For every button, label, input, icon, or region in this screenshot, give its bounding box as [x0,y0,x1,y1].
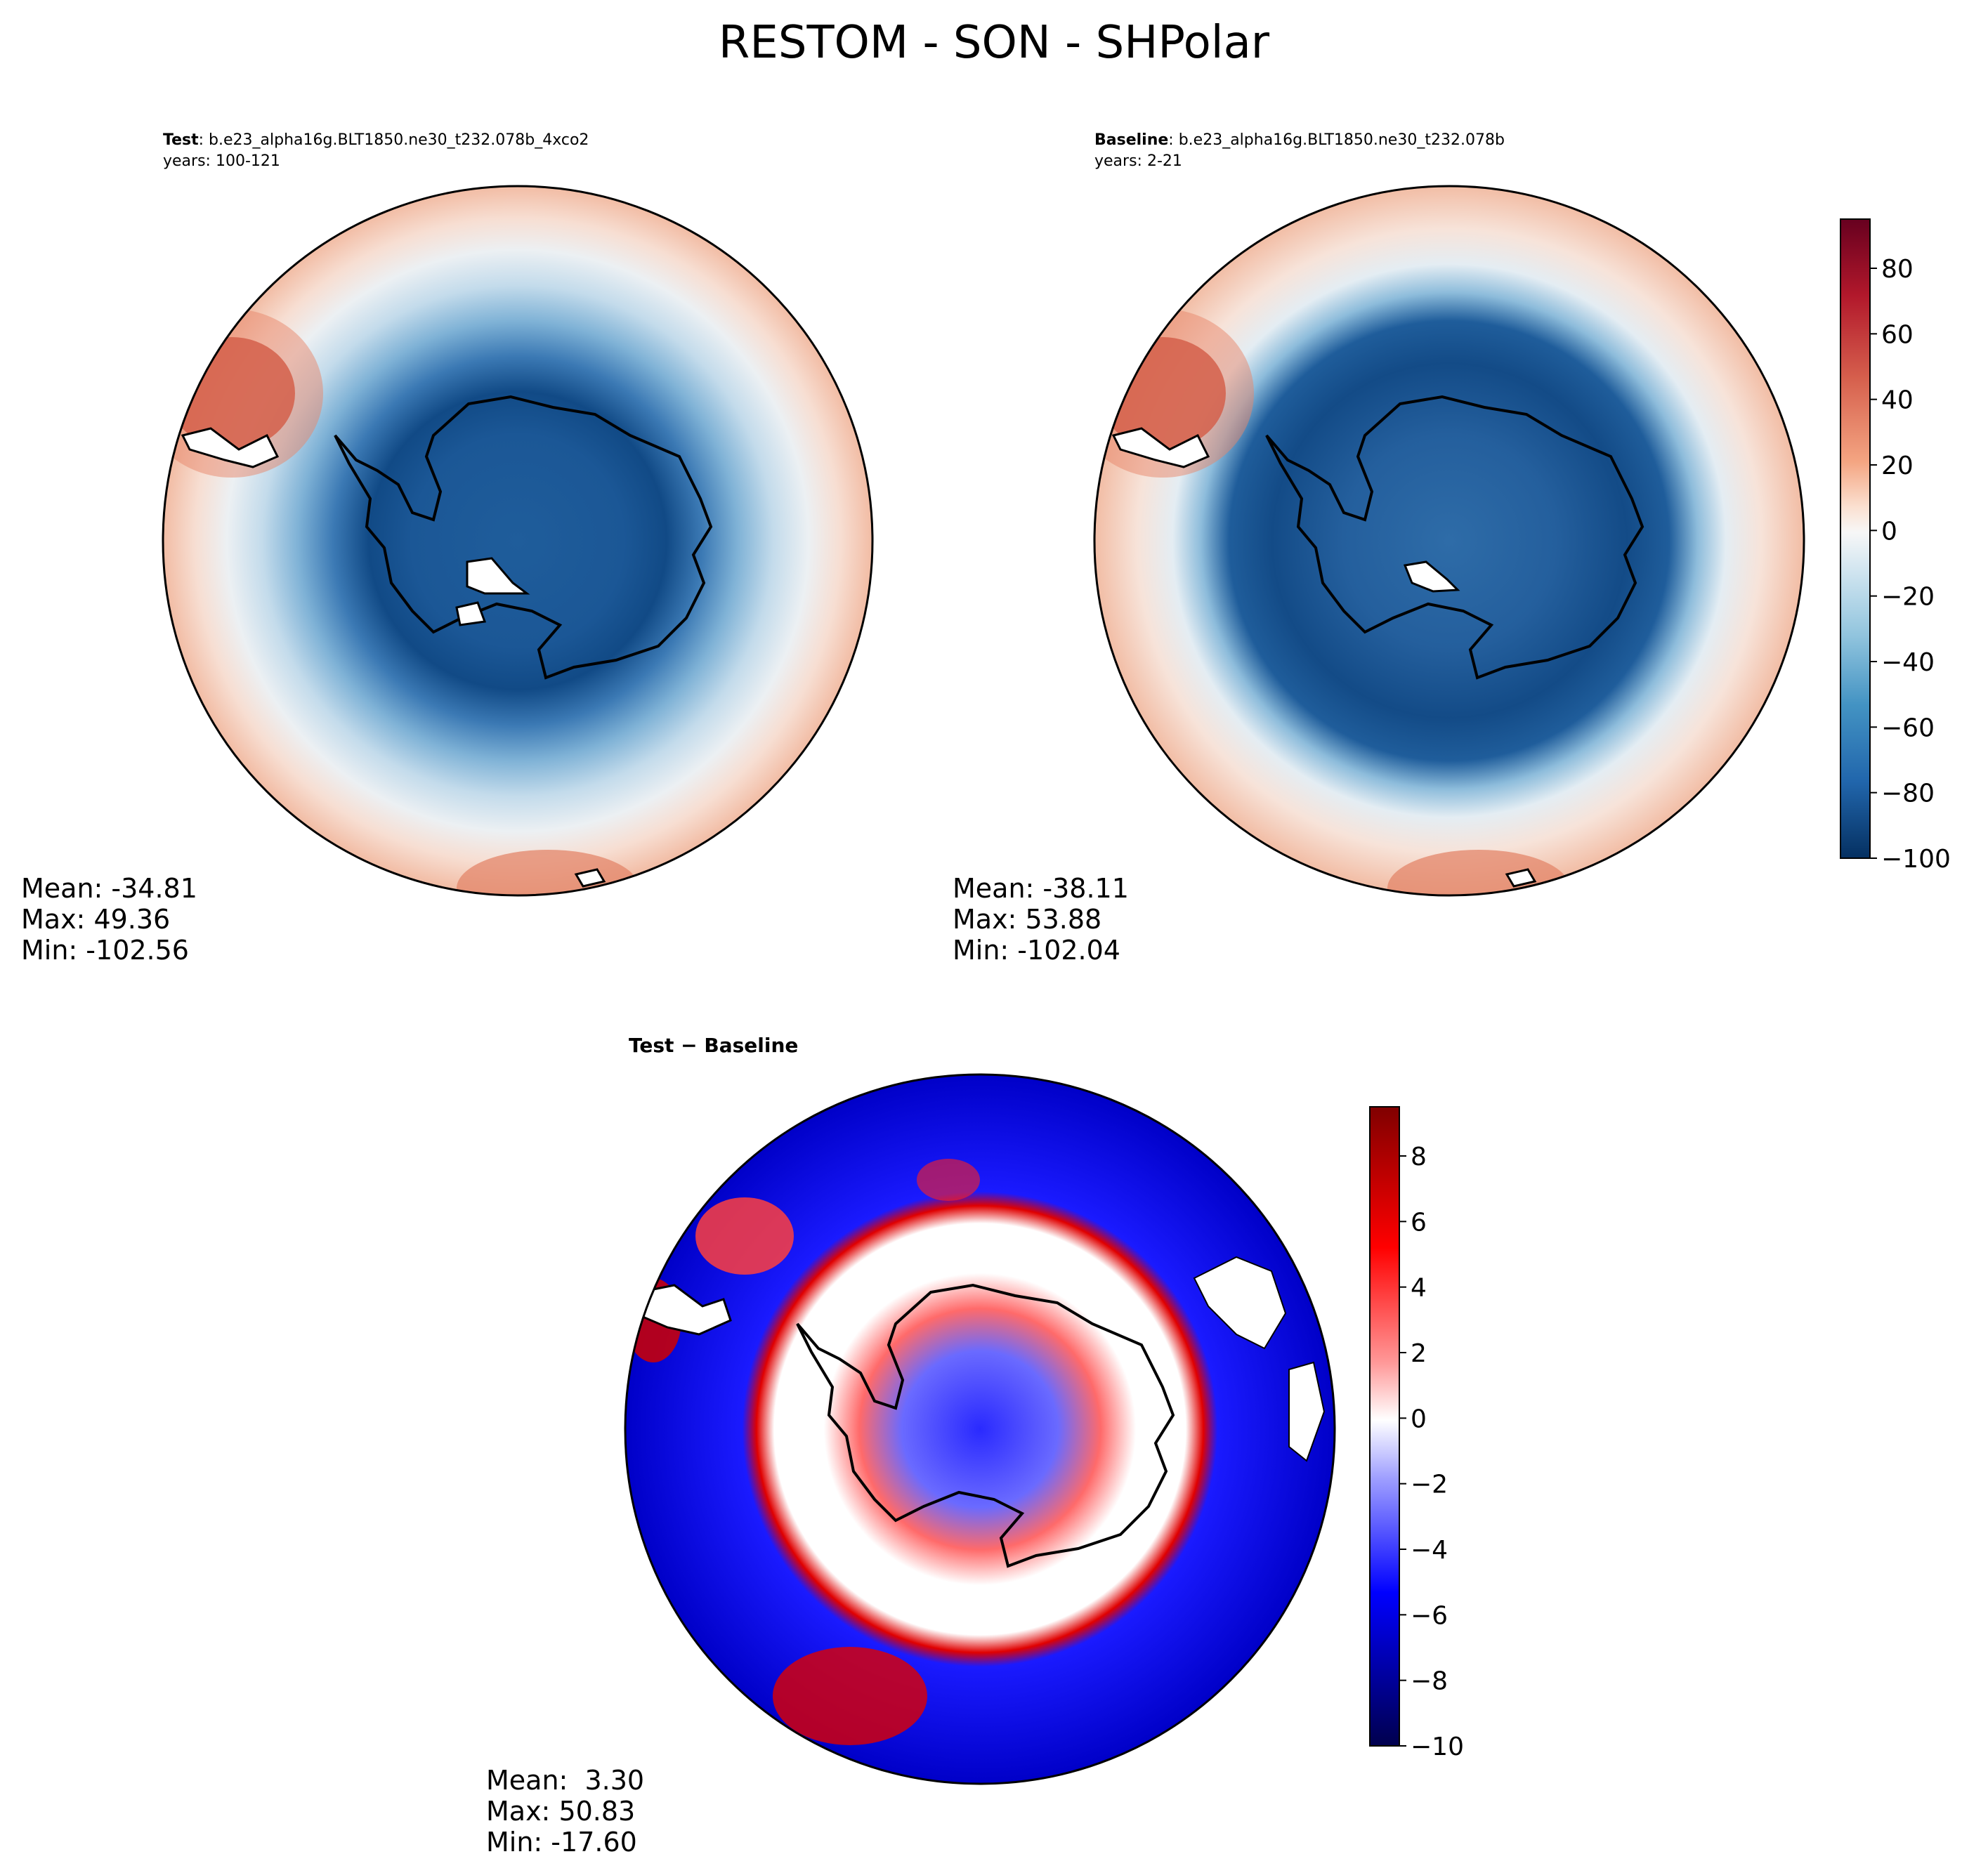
colorbar-main-tick-label: 0 [1881,517,1897,546]
panel-test-stat-mean: Mean: -34.81 [21,873,197,904]
colorbar-difference-tick-label: 6 [1411,1208,1427,1237]
colorbar-main-tick-label: −100 [1881,845,1951,874]
panel-test-title: Test: b.e23_alpha16g.BLT1850.ne30_t232.0… [163,131,589,149]
colorbar-main-tick-label: −60 [1881,714,1935,742]
panel-baseline-title-rest: : b.e23_alpha16g.BLT1850.ne30_t232.078b [1168,131,1505,149]
colorbar-main-tick-label: −40 [1881,648,1935,677]
panel-test-title-bold: Test [163,131,199,149]
panel-difference-stat-mean: Mean: 3.30 [486,1765,644,1796]
panel-test-boundary [162,185,874,897]
colorbar-main-tick-label: 80 [1881,255,1914,284]
panel-baseline: Baseline: b.e23_alpha16g.BLT1850.ne30_t2… [953,131,1951,966]
figure-suptitle: RESTOM - SON - SHPolar [719,17,1270,69]
panel-baseline-stat-max: Max: 53.88 [953,904,1101,935]
colorbar-difference-tick-label: −4 [1411,1536,1448,1565]
colorbar-difference-bar [1369,1106,1400,1747]
panel-baseline-stat-min: Min: -102.04 [953,935,1120,966]
panel-baseline-map [1094,186,1804,895]
panel-difference-map [625,1074,1335,1784]
panel-difference-boundary [624,1073,1336,1785]
panel-difference-stat-max: Max: 50.83 [486,1796,635,1827]
panel-difference: Test − Baseline Mean: 3.30 Max: 50.83 Mi… [486,1034,1464,1858]
colorbar-main-tick-label: −80 [1881,780,1935,808]
panel-test-stat-min: Min: -102.56 [21,935,189,966]
colorbar-difference-tick-label: −6 [1411,1601,1448,1630]
panel-baseline-boundary [1093,185,1805,897]
panel-baseline-stat-mean: Mean: -38.11 [953,873,1129,904]
colorbar-difference-tick-label: −8 [1411,1667,1448,1696]
colorbar-difference-tick-label: 4 [1411,1274,1427,1303]
colorbar-difference-tick-label: 2 [1411,1339,1427,1368]
panel-baseline-title: Baseline: b.e23_alpha16g.BLT1850.ne30_t2… [1094,131,1505,149]
panel-test-title-rest: : b.e23_alpha16g.BLT1850.ne30_t232.078b_… [199,131,589,149]
colorbar-main-tick-label: 40 [1881,386,1914,415]
colorbar-main: 80 60 40 20 0 −20 −40 −60 −80 −100 [1840,218,1951,874]
colorbar-difference-tick-label: 8 [1411,1143,1427,1171]
panel-baseline-years: years: 2-21 [1094,152,1182,170]
colorbar-difference-tick-label: −10 [1411,1733,1464,1761]
colorbar-difference-tick-label: −2 [1411,1471,1448,1499]
colorbar-difference-tick-label: 0 [1411,1405,1427,1433]
panel-baseline-title-bold: Baseline [1094,131,1168,149]
colorbar-main-tick-label: 20 [1881,452,1914,480]
panel-test-years: years: 100-121 [163,152,280,170]
panel-test-stat-max: Max: 49.36 [21,904,170,935]
panel-test-map [163,186,872,895]
colorbar-main-tick-label: −20 [1881,583,1935,612]
colorbar-difference: 8 6 4 2 0 −2 −4 −6 −8 −10 [1369,1106,1464,1761]
panel-difference-stat-min: Min: -17.60 [486,1827,637,1858]
colorbar-main-bar [1840,218,1871,859]
panel-test: Test: b.e23_alpha16g.BLT1850.ne30_t232.0… [21,131,874,966]
panel-difference-title: Test − Baseline [629,1034,798,1057]
colorbar-main-tick-label: 60 [1881,320,1914,349]
